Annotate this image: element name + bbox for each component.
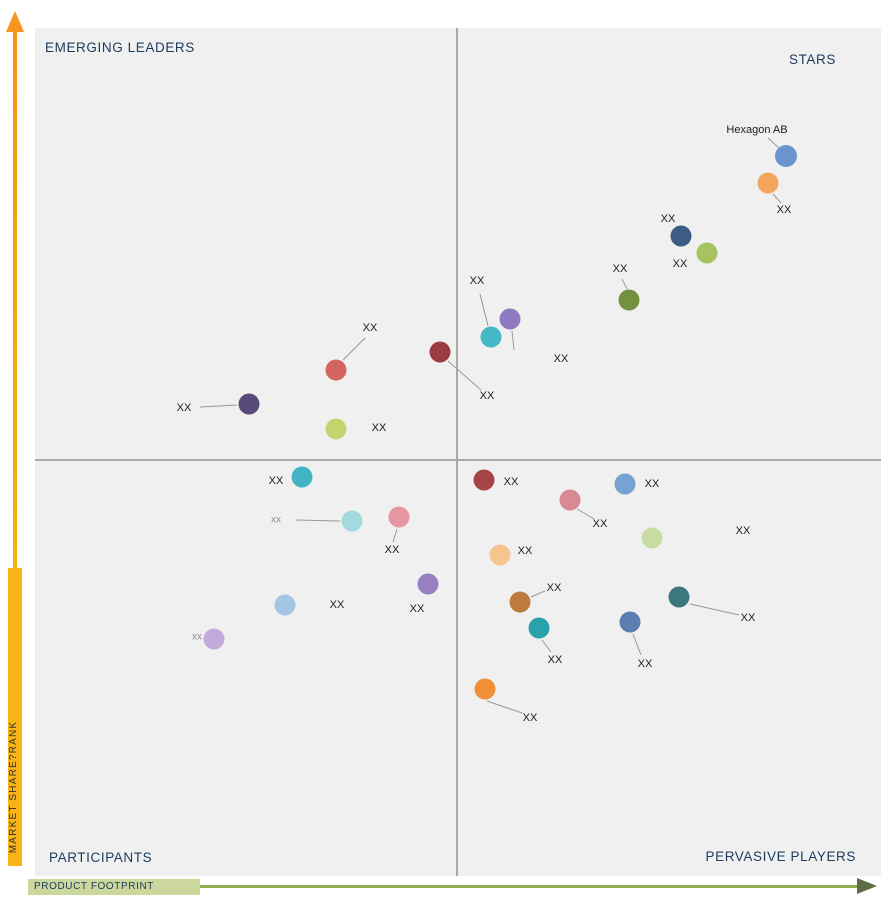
y-axis-arrow-bar [8,568,22,866]
data-point [559,489,581,511]
data-point [341,510,363,532]
quadrant-label-stars: STARS [788,52,836,67]
data-point-label: XX [385,544,400,556]
leader-line [576,508,595,520]
data-point [489,544,511,566]
y-axis-arrow-line [13,30,17,570]
data-point-label: XX [480,390,495,402]
data-point-label: Hexagon AB [726,124,787,136]
leader-line [342,337,366,361]
data-point [499,308,521,330]
x-axis-label: PRODUCT FOOTPRINT [34,881,155,892]
quadrant-label-emerging-leaders: EMERGING LEADERS [45,40,195,55]
data-point-label: XX [523,712,538,724]
data-point [480,326,502,348]
leader-line [479,293,489,327]
x-axis-label-bar: PRODUCT FOOTPRINT [28,879,200,895]
data-point [757,172,779,194]
leader-line [772,193,782,204]
leader-line [486,700,523,714]
leader-line [295,519,341,522]
horizontal-divider-line [35,459,881,461]
data-point-label: XX [269,475,284,487]
quadrant-label-participants: PARTICIPANTS [49,850,153,865]
data-point-label: XX [741,612,756,624]
data-point [473,469,495,491]
data-point [696,242,718,264]
data-point-label: XX [504,476,519,488]
leader-line [392,528,398,543]
leader-line [447,360,482,391]
data-point-label: XX [645,478,660,490]
data-point-label: XX [548,654,563,666]
leader-line [199,404,238,408]
leader-line [530,590,546,598]
leader-line [621,278,628,290]
data-point-label: XX [736,525,751,537]
data-point-label: XX [470,275,485,287]
data-point [619,611,641,633]
data-point [614,473,636,495]
data-point [474,678,496,700]
data-point [203,628,225,650]
data-point-label: XX [547,582,562,594]
x-axis-arrow-line [200,885,858,888]
data-point [417,573,439,595]
data-point [291,466,313,488]
leader-line [767,137,780,149]
data-point-label: XX [613,263,628,275]
data-point-label: XX [554,353,569,365]
y-axis-label: MARKET SHARE?RANK [8,720,19,854]
y-axis-arrowhead-icon [6,11,24,32]
data-point [775,145,797,167]
data-point [238,393,260,415]
x-axis-arrowhead-icon [857,878,877,894]
quadrant-label-pervasive-players: PERVASIVE PLAYERS [705,849,856,864]
data-point [274,594,296,616]
data-point [668,586,690,608]
leader-line [689,603,740,616]
data-point-label: XX [410,603,425,615]
data-point-label: XX [777,204,792,216]
data-point-label: XX [673,258,688,270]
data-point-label: XX [518,545,533,557]
data-point [528,617,550,639]
data-point [509,591,531,613]
data-point-label: XX [372,422,387,434]
data-point [388,506,410,528]
data-point-label: XX [177,402,192,414]
data-point-label: XX [661,213,676,225]
vertical-divider-line [456,28,458,876]
data-point [325,418,347,440]
leader-line [541,639,552,653]
leader-line [511,330,515,351]
data-point [670,225,692,247]
data-point-label: XX [363,322,378,334]
data-point [429,341,451,363]
data-point-label: XX [638,658,653,670]
data-point-label: XX [330,599,345,611]
plot-area [35,28,881,876]
data-point [618,289,640,311]
data-point-label: xx [271,515,281,526]
data-point-label: XX [593,518,608,530]
data-point-label: xx [192,632,202,643]
data-point [325,359,347,381]
data-point [641,527,663,549]
leader-line [632,633,642,656]
